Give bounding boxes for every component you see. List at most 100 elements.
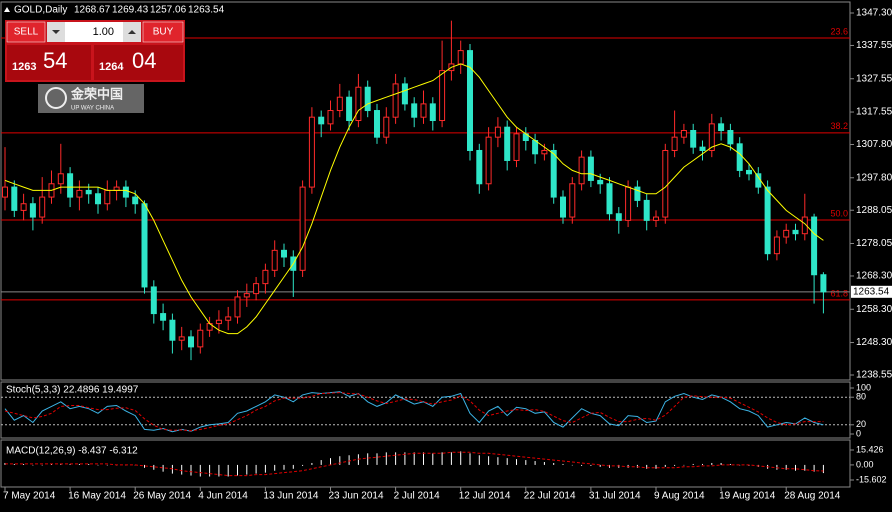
sell-label[interactable]: SELL <box>14 27 39 38</box>
candle-body <box>104 189 111 205</box>
candle-body <box>811 216 818 276</box>
macd-bar <box>683 464 685 466</box>
macd-bar <box>720 462 722 465</box>
candle-body <box>560 196 566 218</box>
candle-body <box>746 169 752 175</box>
y-tick-label: 1337.55 <box>856 40 892 51</box>
close: 1263.54 <box>188 5 225 16</box>
macd-bar <box>804 464 806 471</box>
lots-value[interactable]: 1.00 <box>93 26 114 38</box>
candle-body <box>690 130 697 148</box>
macd-bar <box>13 463 15 465</box>
macd-bar <box>162 464 164 472</box>
macd-bar <box>692 463 694 465</box>
candle-body <box>569 183 576 218</box>
macd-bar <box>153 464 155 470</box>
candle-body <box>485 136 492 185</box>
macd-bar <box>237 464 238 476</box>
macd-bar <box>385 452 387 465</box>
y-tick-label: 1288.05 <box>856 205 892 216</box>
moving-average <box>4 63 824 335</box>
candle-body <box>783 229 790 238</box>
candle-body <box>587 156 594 181</box>
collapse-icon[interactable] <box>4 7 10 12</box>
x-tick-label: 12 Jul 2014 <box>459 491 511 502</box>
macd-bar <box>209 464 211 477</box>
sell-button[interactable] <box>6 21 46 43</box>
candle-body <box>346 96 353 122</box>
candle-body <box>364 86 371 112</box>
candle-body <box>132 196 139 205</box>
price-tag <box>851 285 892 298</box>
logo-text: 金荣中国 <box>70 86 123 101</box>
stoch-panel <box>0 381 851 439</box>
candle-body <box>615 213 622 221</box>
x-tick-label: 28 Aug 2014 <box>784 491 841 502</box>
macd-bar <box>469 453 471 465</box>
main-panel <box>0 1 851 381</box>
macd-bar <box>413 452 415 465</box>
macd-bar <box>367 453 369 465</box>
candle-body <box>625 186 632 221</box>
buy-price-pips: 04 <box>132 48 156 73</box>
candle-body <box>169 319 176 341</box>
buy-price-box[interactable] <box>94 45 183 80</box>
buy-button[interactable] <box>142 21 184 43</box>
y-tick-label: 1297.80 <box>856 172 892 183</box>
logo-icon <box>45 87 67 109</box>
candle-body <box>2 186 8 198</box>
logo-subtitle: UP WAY CHINA <box>71 106 114 112</box>
candle-body <box>308 116 315 188</box>
macd-bar <box>181 464 183 475</box>
candle-body <box>606 183 613 215</box>
macd-bar <box>497 457 499 465</box>
candle-body <box>727 130 734 145</box>
candle-body <box>336 96 343 112</box>
candle-body <box>122 186 129 198</box>
candle-body <box>150 286 157 315</box>
macd-bar <box>553 462 555 465</box>
candle-body <box>39 196 46 218</box>
macd-bar <box>664 464 666 467</box>
macd-bar <box>218 464 220 477</box>
macd-bar <box>450 452 452 465</box>
buy-label[interactable]: BUY <box>153 27 174 38</box>
candle-body <box>736 143 743 171</box>
macd-bar <box>590 464 592 466</box>
candle-body <box>271 249 278 271</box>
macd-bar <box>274 464 276 471</box>
sell-price-box[interactable] <box>7 45 91 80</box>
open: 1268.67 <box>74 5 111 16</box>
candle-body <box>188 336 194 348</box>
candle-body <box>197 329 204 348</box>
macd-bar <box>646 464 648 469</box>
x-tick-label: 13 Jun 2014 <box>263 491 318 502</box>
y-tick-label: 1258.30 <box>856 304 892 315</box>
candle-body <box>281 249 287 258</box>
macd-bar <box>674 464 676 466</box>
candle-body <box>76 189 83 198</box>
x-tick-label: 26 May 2014 <box>133 491 191 502</box>
macd-bar <box>516 459 517 465</box>
candle-body <box>476 149 483 185</box>
x-tick-label: 31 Jul 2014 <box>589 491 641 502</box>
macd-bar <box>88 463 90 465</box>
macd-bar <box>190 464 192 476</box>
candle-body <box>318 116 325 125</box>
candle-body <box>383 116 390 138</box>
candle-body <box>141 203 148 288</box>
candle-body <box>160 313 167 321</box>
lots-input[interactable] <box>47 22 141 42</box>
macd-bar <box>41 464 43 466</box>
macd-bar <box>478 455 480 465</box>
candle-body <box>411 103 418 118</box>
macd-bar <box>32 464 34 466</box>
macd-bar <box>729 463 731 465</box>
y-tick-label: 1238.55 <box>856 370 892 381</box>
y-tick-label: 1268.30 <box>856 271 892 282</box>
macd-bar <box>302 464 304 466</box>
macd-bar <box>562 463 564 465</box>
macd-bar <box>395 452 397 465</box>
candle-body <box>671 136 678 151</box>
